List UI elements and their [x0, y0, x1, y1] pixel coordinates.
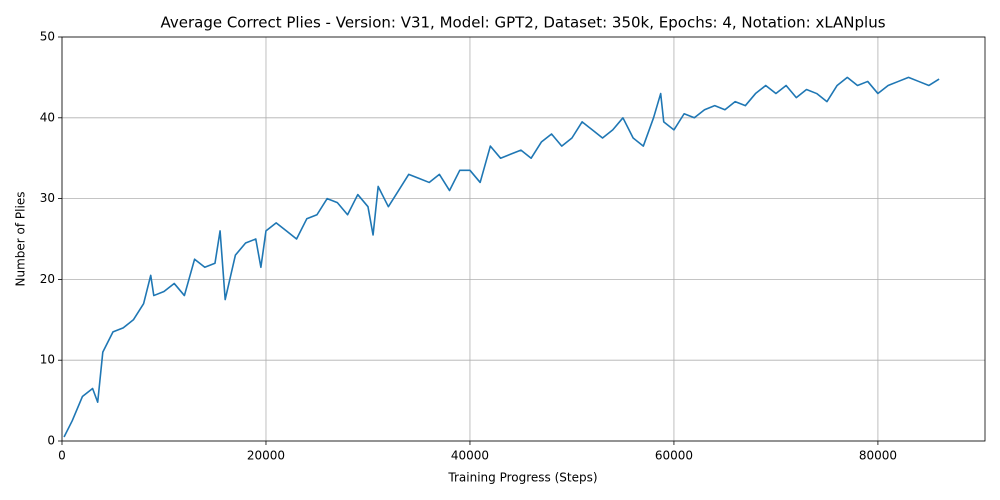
y-tick-label: 10: [40, 353, 55, 367]
x-axis-label: Training Progress (Steps): [447, 471, 597, 485]
x-tick-label: 20000: [247, 449, 285, 463]
x-tick-label: 0: [58, 449, 66, 463]
plot-frame: [61, 36, 986, 442]
y-tick-label: 50: [40, 30, 55, 44]
x-tick-label: 80000: [859, 449, 897, 463]
x-tick-label: 40000: [451, 449, 489, 463]
y-tick-label: 20: [40, 272, 55, 286]
y-tick-label: 40: [40, 110, 55, 124]
y-tick-label: 30: [40, 191, 55, 205]
data-line: [63, 76, 940, 438]
y-tick-label: 0: [47, 434, 55, 448]
x-tick-label: 60000: [655, 449, 693, 463]
chart-title: Average Correct Plies - Version: V31, Mo…: [160, 14, 885, 32]
y-axis-label: Number of Plies: [14, 192, 28, 287]
